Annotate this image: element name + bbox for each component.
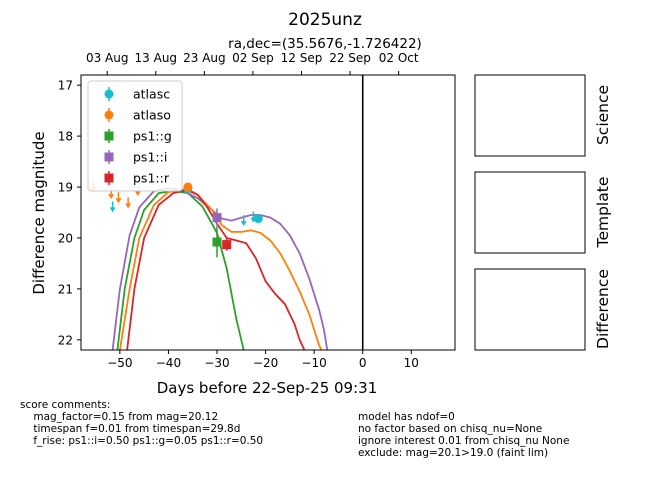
limit-arrow-atlaso	[115, 198, 122, 204]
comment-line: model has ndof=0	[358, 411, 455, 423]
x-tick-label: 10	[404, 356, 419, 370]
limit-arrow-atlaso	[125, 203, 132, 209]
legend-marker-ps1-r	[104, 173, 114, 183]
x-tick-label: −50	[107, 356, 132, 370]
y-tick-label: 17	[58, 79, 73, 93]
x-tick-label: −40	[156, 356, 181, 370]
difference-panel-label: Difference	[594, 269, 612, 349]
point-ps1-i	[212, 213, 222, 223]
x-tick-label: −20	[253, 356, 278, 370]
x-tick-label: −10	[301, 356, 326, 370]
top-tick-label: 12 Sep	[281, 51, 323, 65]
point-atlasc	[253, 214, 263, 224]
comment-line: timespan f=0.01 from timespan=29.8d	[20, 423, 241, 435]
score-comments: score comments: mag_factor=0.15 from mag…	[20, 399, 263, 447]
y-tick-label: 19	[58, 181, 73, 195]
y-tick-label: 20	[58, 231, 73, 245]
top-tick-label: 23 Aug	[183, 51, 226, 65]
legend-label-atlasc: atlasc	[133, 87, 170, 102]
legend-box	[87, 80, 183, 192]
comment-line: no factor based on chisq_nu=None	[358, 423, 543, 435]
limit-arrow-atlasc	[109, 207, 116, 213]
x-tick-label: −30	[204, 356, 229, 370]
x-tick-label: 0	[359, 356, 367, 370]
limit-arrow-atlaso	[108, 194, 115, 200]
cutout-panels: Science Template Difference	[474, 74, 612, 351]
y-tick-label: 18	[58, 130, 73, 144]
model-curve-atlaso	[119, 188, 323, 350]
comment-line: ignore interest 0.01 from chisq_nu None	[358, 435, 570, 447]
top-tick-label: 13 Aug	[135, 51, 178, 65]
model-curve-ps1-i	[111, 187, 329, 350]
top-tick-label: 03 Aug	[86, 51, 129, 65]
limit-arrow-atlasc	[240, 221, 247, 227]
comment-line: score comments:	[20, 399, 111, 411]
x-axis-label: Days before 22-Sep-25 09:31	[157, 379, 378, 397]
y-tick-label: 22	[58, 333, 73, 347]
comment-line: exclude: mag=20.1>19.0 (faint lim)	[358, 447, 549, 459]
y-axis-label: Difference magnitude	[30, 131, 48, 294]
legend-marker-atlasc	[104, 89, 114, 99]
point-atlaso	[183, 182, 193, 192]
model-curve-ps1-r	[126, 188, 306, 350]
science-panel-label: Science	[594, 85, 612, 145]
y-tick-label: 21	[58, 282, 73, 296]
plot-area: −50 −40 −30 −20 −10 0 10 17 18 19 20 21 22 03 Aug 13 A…	[58, 51, 456, 370]
top-tick-label: 02 Sep	[232, 51, 274, 65]
top-tick-label: 02 Oct	[379, 51, 419, 65]
point-ps1-g	[212, 237, 222, 247]
top-tick-label: 22 Sep	[329, 51, 371, 65]
legend-marker-ps1-g	[104, 131, 114, 141]
legend-label-ps1-i: ps1::i	[133, 150, 167, 165]
limit-arrow-atlasc	[250, 217, 257, 223]
legend-label-ps1-r: ps1::r	[133, 171, 170, 186]
template-panel	[474, 171, 586, 254]
legend-marker-ps1-i	[104, 152, 114, 162]
legend-label-atlaso: atlaso	[133, 108, 171, 123]
plot-frame	[80, 74, 456, 351]
template-panel-label: Template	[594, 177, 612, 249]
chart-title: 2025unz	[288, 10, 362, 30]
model-comments: model has ndof=0 no factor based on chisq…	[358, 411, 569, 459]
comment-line: mag_factor=0.15 from mag=20.12	[20, 411, 219, 423]
legend-marker-atlaso	[104, 110, 114, 120]
comment-line: f_rise: ps1::i=0.50 ps1::g=0.05 ps1::r=0…	[20, 435, 264, 447]
difference-panel	[474, 268, 586, 351]
point-ps1-r	[222, 240, 232, 250]
chart-subtitle: ra,dec=(35.5676,-1.726422)	[228, 36, 422, 52]
limit-arrow-atlaso	[134, 191, 141, 197]
science-panel	[474, 74, 586, 157]
legend-label-ps1-g: ps1::g	[133, 129, 172, 144]
